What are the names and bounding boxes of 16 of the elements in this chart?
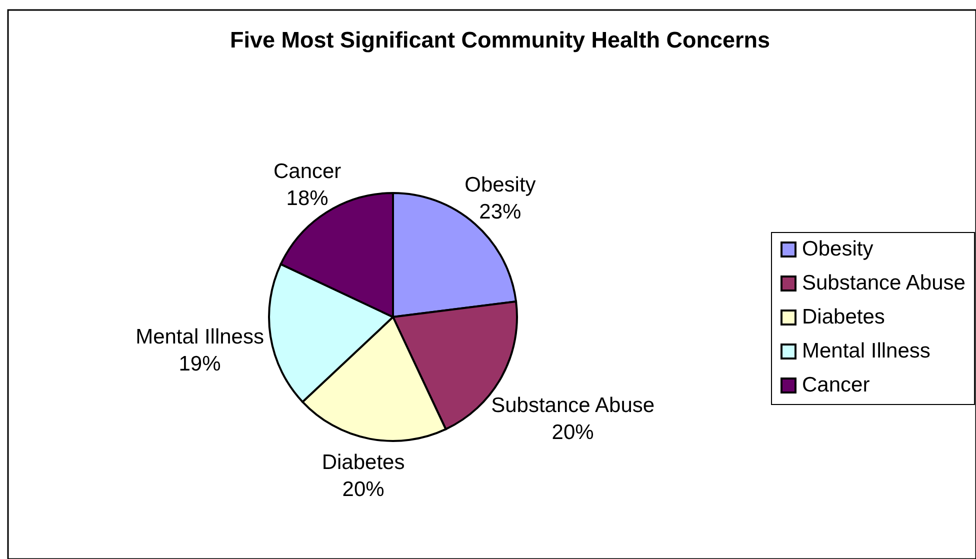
slice-label: Substance Abuse: [491, 394, 655, 417]
data-label: 20%: [552, 420, 594, 444]
data-label: 18%: [286, 186, 328, 210]
slice-label: Diabetes: [322, 450, 405, 474]
data-label: 20%: [342, 478, 384, 501]
data-label: 19%: [178, 352, 221, 376]
slice-label: Obesity: [464, 173, 536, 196]
legend-label: Obesity: [802, 238, 874, 260]
legend-label: Mental Illness: [802, 340, 930, 362]
legend-label: Cancer: [802, 374, 870, 396]
legend-label: Substance Abuse: [802, 272, 966, 294]
data-label: 23%: [479, 200, 522, 224]
slice-label: Mental Illness: [136, 326, 264, 349]
slice-label: Cancer: [273, 160, 342, 183]
chart-title: Five Most Significant Community Health Concerns: [230, 28, 770, 52]
legend-label: Diabetes: [802, 306, 885, 328]
